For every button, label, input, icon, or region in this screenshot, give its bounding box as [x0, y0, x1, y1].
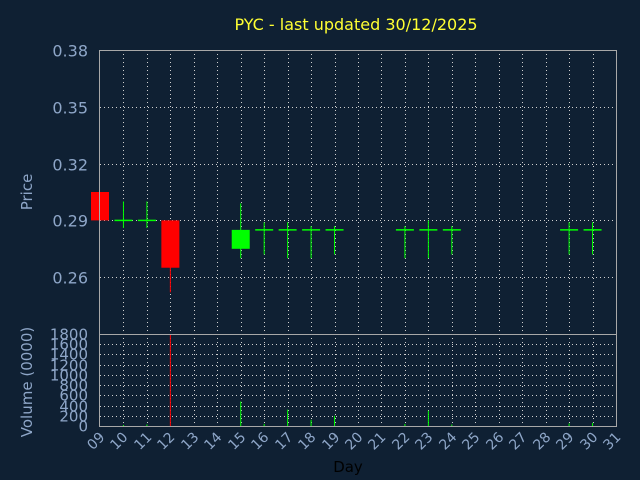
price-tick-label: 0.35: [52, 99, 88, 118]
volume-tick-label: 400: [59, 398, 88, 416]
day-tick-label: 29: [553, 430, 577, 454]
day-tick-label: 19: [319, 430, 343, 454]
volume-axis-label: Volume (0000): [18, 327, 36, 437]
day-tick-label: 14: [201, 429, 225, 453]
candle-24: [442, 226, 461, 255]
candle-body: [419, 229, 438, 231]
volume-tick-label: 1000: [50, 367, 88, 385]
volume-tick-label: 0: [78, 418, 88, 436]
candle-16: [255, 222, 274, 255]
candle-body: [395, 229, 414, 231]
candle-18: [302, 226, 321, 259]
candle-body: [255, 229, 274, 231]
chart-title: PYC - last updated 30/12/2025: [234, 15, 477, 34]
day-tick-label: 12: [154, 430, 178, 454]
volume-tick-label: 1400: [50, 346, 88, 364]
day-tick-label: 23: [412, 430, 436, 454]
candle-22: [395, 226, 414, 259]
volume-tick-label: 1800: [50, 326, 88, 344]
candle-19: [325, 226, 344, 255]
price-tick-label: 0.29: [52, 212, 88, 231]
candle-29: [560, 222, 579, 255]
volume-plot-frame: [99, 334, 617, 427]
day-tick-label: 31: [600, 430, 624, 454]
candle-12: [161, 220, 180, 293]
candle-body: [278, 229, 297, 231]
day-tick-label: 21: [365, 430, 389, 454]
price-axis-label: Price: [18, 174, 36, 211]
candle-15: [231, 203, 250, 259]
candle-17: [278, 222, 297, 259]
day-tick-label: 16: [248, 429, 272, 453]
candle-body: [231, 229, 250, 249]
day-axis-label: Day: [333, 458, 363, 476]
candle-11: [137, 201, 156, 228]
volume-tick-label: 1600: [50, 336, 88, 354]
candle-body: [325, 229, 344, 231]
day-tick-label: 10: [107, 430, 131, 454]
day-tick-label: 13: [178, 430, 202, 454]
price-tick-label: 0.38: [52, 42, 88, 61]
day-tick-label: 15: [225, 430, 249, 454]
volume-tick-label: 600: [59, 387, 88, 405]
volume-grid: [100, 334, 616, 427]
day-tick-label: 20: [342, 430, 366, 454]
day-tick-label: 11: [131, 430, 155, 454]
candle-body: [302, 229, 321, 231]
candle-body: [442, 229, 461, 231]
candles: [91, 192, 602, 293]
volume-tick-label: 1200: [50, 357, 88, 375]
volume-tick-label: 800: [59, 377, 88, 395]
day-tick-label: 25: [459, 430, 483, 454]
day-tick-label: 24: [436, 429, 460, 453]
volume-tick-label: 200: [59, 408, 88, 426]
candle-30: [583, 222, 602, 255]
price-tick-label: 0.32: [52, 156, 88, 175]
candle-23: [419, 220, 438, 259]
day-tick-label: 26: [483, 429, 507, 453]
day-ticks: 09 10 11 12 13 14 15 16 17 18 19 20 21 22 23 24 25 26 27 28…: [84, 429, 624, 453]
candle-10: [114, 201, 133, 228]
candle-body: [161, 220, 180, 268]
day-tick-label: 30: [577, 430, 601, 454]
day-tick-label: 27: [506, 430, 530, 454]
price-plot-frame: [99, 50, 617, 335]
candle-body: [560, 229, 579, 231]
day-tick-label: 22: [389, 430, 413, 454]
volume-bars: [122, 334, 594, 426]
price-ticks: 0.38 0.35 0.32 0.29 0.26: [52, 42, 88, 288]
price-grid: [100, 50, 616, 334]
candle-body: [137, 219, 156, 222]
candle-body: [583, 229, 602, 231]
day-tick-label: 28: [530, 430, 554, 454]
day-tick-label: 18: [295, 430, 319, 454]
day-tick-label: 17: [272, 430, 296, 454]
price-tick-label: 0.26: [52, 269, 88, 288]
candle-body: [114, 219, 133, 222]
